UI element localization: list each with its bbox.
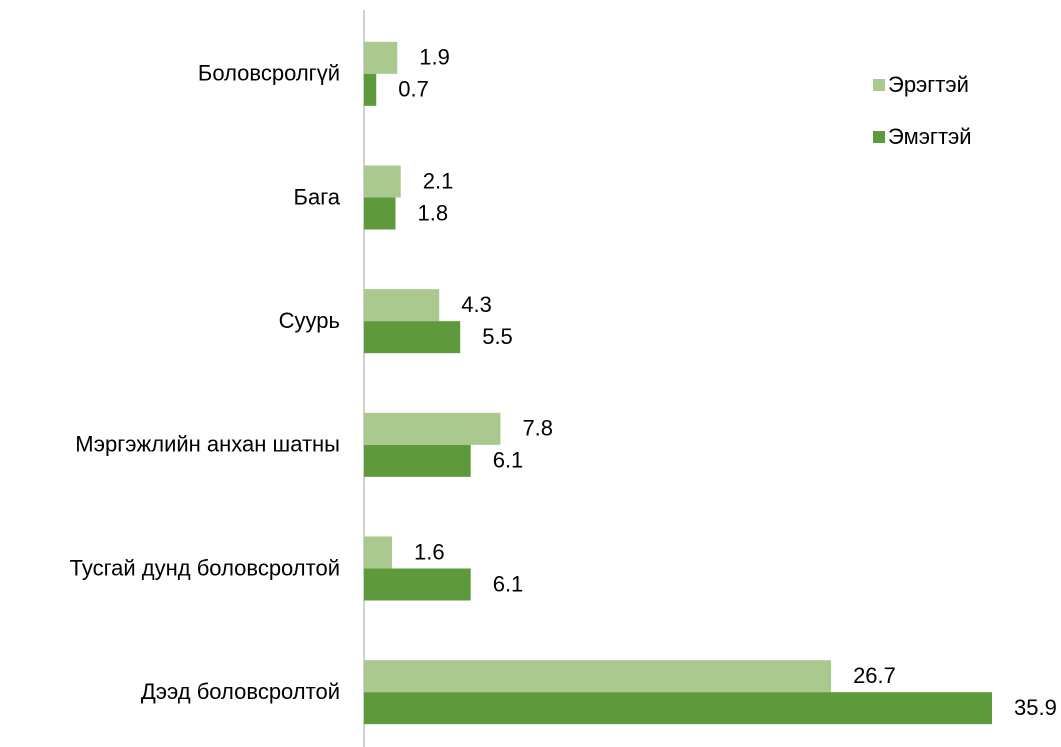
- bar: [364, 73, 377, 106]
- bar: [364, 289, 440, 322]
- data-label: 1.6: [414, 539, 445, 564]
- bar: [364, 41, 398, 74]
- data-label: 6.1: [493, 448, 524, 473]
- y-tick-label: Боловсролгүй: [198, 61, 340, 86]
- bar: [364, 536, 392, 569]
- data-label: 6.1: [493, 571, 524, 596]
- y-tick-label: Дээд боловсролтой: [141, 679, 340, 704]
- bar: [364, 412, 501, 445]
- bar: [364, 165, 401, 198]
- bar: [364, 197, 396, 230]
- data-label: 7.8: [522, 416, 553, 441]
- bar: [364, 692, 992, 725]
- data-label: 4.3: [461, 292, 492, 317]
- data-label: 1.8: [417, 200, 448, 225]
- y-tick-label: Суурь: [279, 308, 340, 333]
- y-tick-label: Тусгай дунд боловсролтой: [70, 555, 340, 580]
- bar: [364, 444, 471, 477]
- data-label: 5.5: [482, 324, 513, 349]
- data-label: 26.7: [853, 663, 896, 688]
- legend-swatch: [873, 79, 885, 91]
- bar: [364, 568, 471, 601]
- y-tick-label: Мэргэжлийн анхан шатны: [75, 432, 340, 457]
- legend-label: Эрэгтэй: [888, 72, 969, 97]
- legend-swatch: [873, 131, 885, 143]
- legend-label: Эмэгтэй: [888, 124, 972, 149]
- data-label: 1.9: [419, 45, 450, 70]
- data-label: 0.7: [398, 77, 429, 102]
- bar: [364, 321, 461, 354]
- y-tick-label: Бага: [294, 184, 341, 209]
- data-label: 35.9: [1014, 695, 1057, 720]
- bar: [364, 660, 832, 693]
- data-label: 2.1: [423, 168, 454, 193]
